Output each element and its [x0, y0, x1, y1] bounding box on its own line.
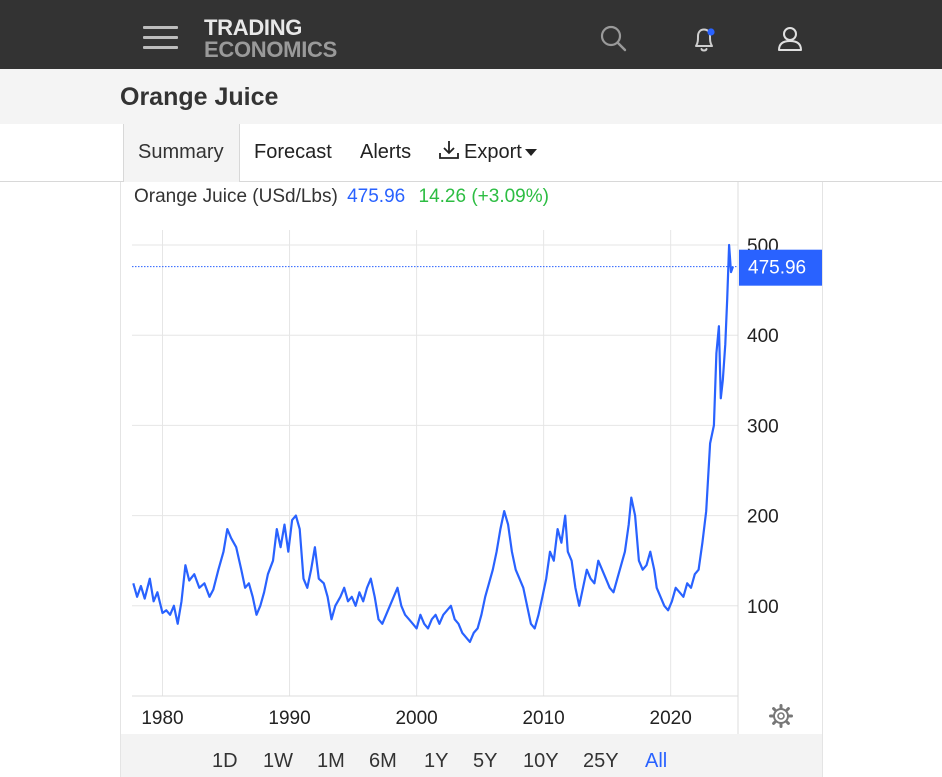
- x-axis-ticks: 1980 1990 2000 2010 2020: [141, 708, 691, 729]
- tab-summary[interactable]: Summary: [123, 124, 240, 182]
- range-all-button[interactable]: All: [645, 750, 668, 772]
- y-tick-label: 400: [747, 326, 779, 347]
- tab-summary-label: Summary: [138, 141, 224, 163]
- y-tick-label: 100: [747, 597, 779, 618]
- quote-header: Orange Juice (USd/Lbs) 475.96 14.26 (+3.…: [134, 186, 549, 208]
- x-tick-label: 1980: [141, 708, 183, 729]
- chart-panel: [120, 182, 823, 734]
- x-tick-label: 1990: [268, 708, 310, 729]
- range-selector: 1D 1W 1M 6M 1Y 5Y 10Y 25Y All: [120, 734, 823, 777]
- user-icon[interactable]: [774, 23, 806, 55]
- last-value-text: 475.96: [748, 258, 806, 279]
- price-change: 14.26 (+3.09%): [418, 186, 549, 207]
- download-icon: [439, 141, 459, 159]
- tab-bar: Summary Forecast Alerts Export: [0, 124, 942, 182]
- bell-icon[interactable]: [688, 23, 720, 55]
- x-tick-label: 2010: [522, 708, 564, 729]
- menu-icon[interactable]: [143, 24, 178, 52]
- last-price: 475.96: [347, 186, 406, 207]
- last-value-box: [739, 249, 822, 286]
- y-tick-label: 200: [747, 507, 779, 528]
- logo-line-2: ECONOMICS: [204, 37, 337, 62]
- range-1d-button[interactable]: 1D: [212, 750, 238, 772]
- trading-economics-logo[interactable]: TRADING ECONOMICS: [204, 17, 337, 61]
- settings-icon[interactable]: [769, 704, 793, 728]
- range-25y-button[interactable]: 25Y: [583, 750, 619, 772]
- instrument-name: Orange Juice (USd/Lbs): [134, 186, 338, 207]
- range-1w-button[interactable]: 1W: [263, 750, 293, 772]
- range-1y-button[interactable]: 1Y: [424, 750, 449, 772]
- page-title-bar: Orange Juice: [0, 69, 942, 124]
- series-line: [132, 243, 734, 643]
- last-value-label: 475.96: [739, 249, 822, 286]
- y-tick-label: 300: [747, 416, 779, 437]
- tab-alerts-label: Alerts: [360, 141, 412, 163]
- logo-line-1: TRADING: [204, 15, 303, 40]
- range-1m-button[interactable]: 1M: [317, 750, 345, 772]
- tab-export-label: Export: [464, 141, 522, 163]
- range-6m-button[interactable]: 6M: [369, 750, 397, 772]
- chevron-down-icon: [524, 149, 537, 157]
- tab-alerts[interactable]: Alerts: [360, 124, 411, 182]
- chart-grid: [132, 182, 739, 734]
- x-tick-label: 2000: [395, 708, 437, 729]
- tab-forecast[interactable]: Forecast: [254, 124, 332, 182]
- tab-export[interactable]: Export: [438, 124, 537, 182]
- range-10y-button[interactable]: 10Y: [523, 750, 559, 772]
- x-tick-label: 2020: [650, 708, 692, 729]
- tab-forecast-label: Forecast: [254, 141, 332, 163]
- page-title: Orange Juice: [120, 83, 279, 111]
- top-navigation-bar: TRADING ECONOMICS: [0, 0, 942, 69]
- range-5y-button[interactable]: 5Y: [473, 750, 498, 772]
- search-icon[interactable]: [598, 23, 630, 55]
